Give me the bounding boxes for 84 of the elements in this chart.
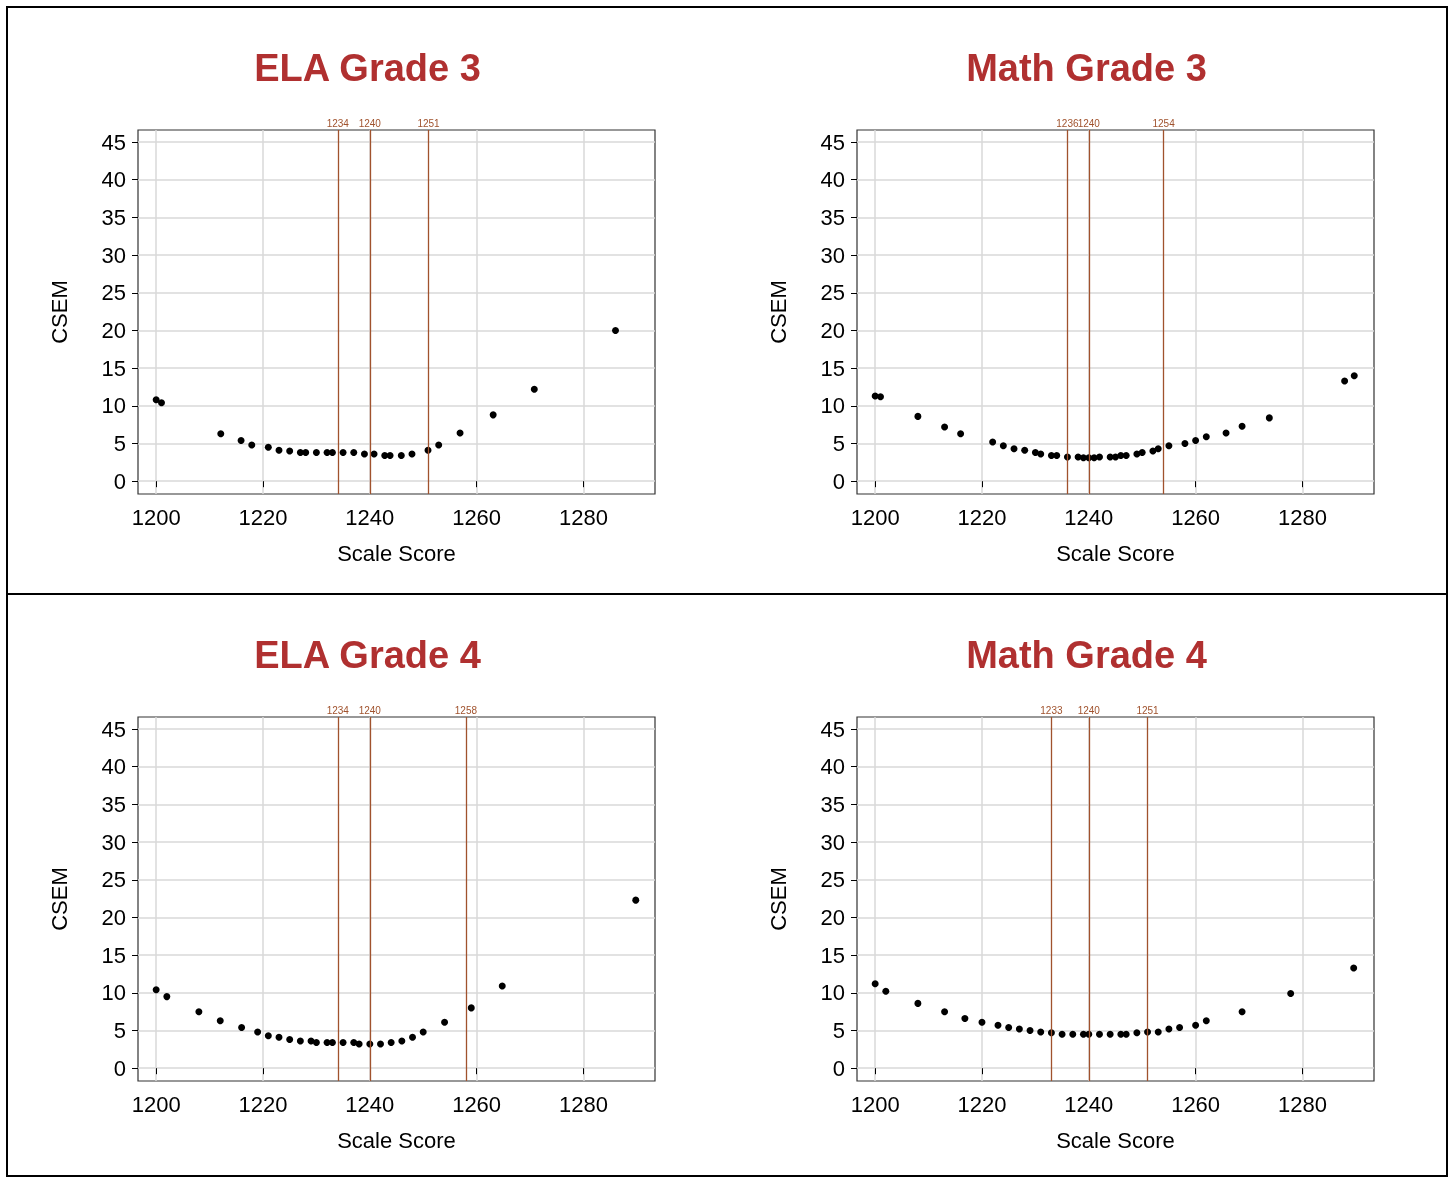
y-tick-label: 40: [820, 754, 845, 780]
y-axis-title: CSEM: [765, 867, 791, 931]
x-tick-label: 1260: [452, 504, 502, 530]
x-tick-label: 1220: [957, 1091, 1007, 1117]
x-tick-label: 1280: [1277, 1091, 1327, 1117]
ref-line-label: 1234: [326, 704, 350, 716]
ref-line-label: 1234: [326, 117, 350, 129]
ref-line-label: 1258: [454, 704, 478, 716]
y-tick-label: 0: [832, 468, 845, 494]
ref-line-label: 1240: [358, 117, 382, 129]
y-tick-label: 45: [820, 129, 845, 155]
y-tick-label: 35: [820, 791, 845, 817]
y-tick-label: 30: [101, 829, 126, 855]
ref-line-label: 1236: [1056, 117, 1079, 129]
y-tick-label: 40: [101, 754, 126, 780]
x-tick-label: 1220: [238, 1091, 288, 1117]
y-tick-label: 10: [820, 393, 845, 419]
x-tick-label: 1200: [131, 504, 181, 530]
x-tick-label: 1240: [345, 504, 395, 530]
x-tick-label: 1260: [1171, 1091, 1221, 1117]
y-axis-title: CSEM: [46, 867, 72, 931]
y-tick-label: 40: [820, 167, 845, 193]
y-tick-label: 25: [101, 867, 126, 893]
x-tick-label: 1220: [238, 504, 288, 530]
x-tick-label: 1240: [1064, 1091, 1114, 1117]
y-tick-label: 5: [113, 1018, 126, 1044]
x-tick-label: 1220: [957, 504, 1007, 530]
y-tick-label: 40: [101, 167, 126, 193]
y-tick-label: 30: [820, 829, 845, 855]
ref-line-label: 1251: [1136, 704, 1160, 716]
chart-title: Math Grade 4: [966, 634, 1207, 676]
y-tick-label: 5: [113, 431, 126, 457]
y-tick-label: 20: [820, 904, 845, 930]
y-tick-label: 35: [820, 204, 845, 230]
y-tick-label: 30: [101, 242, 126, 268]
x-tick-label: 1200: [850, 1091, 900, 1117]
x-tick-label: 1200: [850, 504, 900, 530]
y-tick-label: 20: [820, 317, 845, 343]
y-tick-label: 45: [101, 129, 126, 155]
y-tick-label: 10: [820, 980, 845, 1006]
chart-title: Math Grade 3: [966, 47, 1207, 89]
x-axis-title: Scale Score: [337, 1127, 456, 1153]
y-tick-label: 15: [101, 355, 126, 381]
x-axis-title: Scale Score: [1056, 1127, 1175, 1153]
x-tick-label: 1240: [1064, 504, 1114, 530]
x-tick-label: 1280: [1277, 504, 1327, 530]
y-axis-title: CSEM: [46, 280, 72, 344]
x-tick-label: 1260: [1171, 504, 1221, 530]
y-tick-label: 35: [101, 791, 126, 817]
y-tick-label: 10: [101, 393, 126, 419]
y-tick-label: 15: [820, 942, 845, 968]
ref-line-label: 1254: [1152, 117, 1176, 129]
y-tick-label: 25: [820, 867, 845, 893]
y-tick-label: 20: [101, 904, 126, 930]
x-axis-title: Scale Score: [337, 540, 456, 566]
x-tick-label: 1280: [558, 1091, 608, 1117]
y-tick-label: 30: [820, 242, 845, 268]
y-tick-label: 15: [820, 355, 845, 381]
y-tick-label: 25: [101, 280, 126, 306]
y-tick-label: 25: [820, 280, 845, 306]
y-tick-label: 45: [820, 716, 845, 742]
chart-title: ELA Grade 3: [254, 47, 481, 89]
y-tick-label: 0: [113, 1055, 126, 1081]
ref-line-label: 1240: [358, 704, 382, 716]
x-tick-label: 1260: [452, 1091, 502, 1117]
x-tick-label: 1200: [131, 1091, 181, 1117]
ref-line-label: 1251: [417, 117, 441, 129]
y-tick-label: 5: [832, 1018, 845, 1044]
chart-title: ELA Grade 4: [254, 634, 481, 676]
y-tick-label: 0: [832, 1055, 845, 1081]
y-tick-label: 20: [101, 317, 126, 343]
x-tick-label: 1280: [558, 504, 608, 530]
y-tick-label: 10: [101, 980, 126, 1006]
y-tick-label: 5: [832, 431, 845, 457]
x-tick-label: 1240: [345, 1091, 395, 1117]
ref-line-label: 1240: [1077, 704, 1101, 716]
ref-line-label: 1233: [1040, 704, 1063, 716]
y-tick-label: 45: [101, 716, 126, 742]
y-tick-label: 0: [113, 468, 126, 494]
y-tick-label: 15: [101, 942, 126, 968]
y-tick-label: 35: [101, 204, 126, 230]
y-axis-title: CSEM: [765, 280, 791, 344]
x-axis-title: Scale Score: [1056, 540, 1175, 566]
ref-line-label: 1240: [1077, 117, 1101, 129]
